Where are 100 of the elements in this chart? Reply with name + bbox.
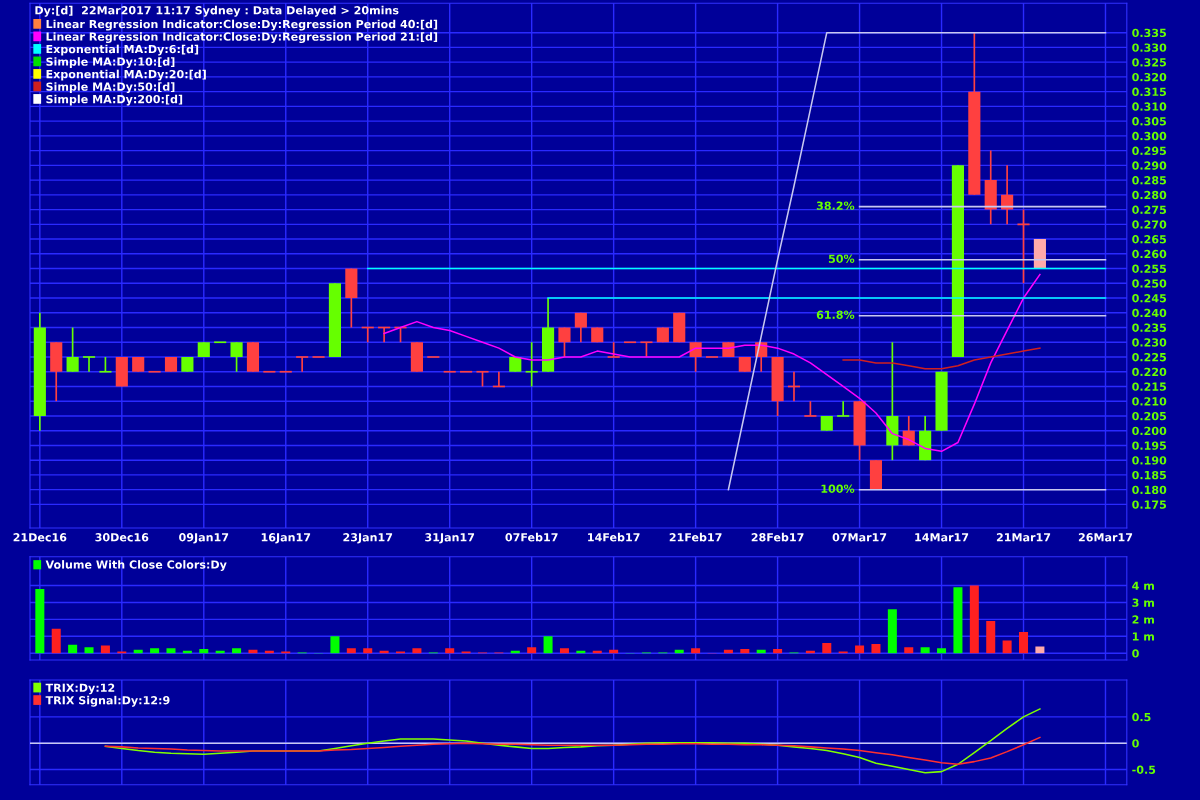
bar	[363, 648, 373, 654]
y-tick-label: 0.300	[1132, 131, 1167, 141]
legend-label: TRIX Signal:Dy:12:9	[45, 695, 170, 707]
bar	[100, 645, 110, 654]
x-tick-label: 07Feb17	[505, 532, 558, 542]
y-tick-label: 0.235	[1132, 323, 1167, 332]
y-tick-label: 0.270	[1132, 220, 1167, 229]
legend-label: Linear Regression Indicator:Close:Dy:Regression Period 21:[d]	[46, 32, 438, 43]
legend-label: Linear Regression Indicator:Close:Dy:Regression Period 40:[d]	[46, 19, 438, 31]
bar	[330, 636, 340, 654]
y-tick-label: 0.285	[1132, 176, 1167, 185]
y-tick-label: 2 m	[1132, 615, 1154, 624]
y-tick-label: 0.200	[1132, 426, 1167, 436]
x-tick-label: 21Dec16	[13, 533, 67, 542]
bar	[822, 643, 832, 654]
y-tick-label: 0	[1132, 739, 1139, 748]
y-tick-label: 0.320	[1132, 72, 1167, 82]
y-tick-label: 0.250	[1132, 279, 1167, 288]
bar	[412, 648, 422, 654]
x-tick-label: 30Dec16	[95, 533, 149, 542]
bar	[84, 647, 94, 654]
x-tick-label: 31Jan17	[425, 533, 475, 544]
legend-label: Simple MA:Dy:10:[d]	[46, 57, 175, 69]
bar	[150, 648, 160, 654]
candlestick	[558, 326, 571, 358]
candlestick	[524, 341, 539, 388]
y-tick-label: 0.180	[1132, 485, 1167, 495]
x-tick-label: 21Mar17	[996, 533, 1051, 542]
bar	[346, 648, 356, 654]
bar	[740, 649, 750, 654]
bar	[543, 636, 553, 654]
candlestick	[1001, 164, 1014, 226]
bar	[232, 648, 242, 654]
bar	[68, 644, 78, 654]
legend-label: Volume With Close Colors:Dy	[45, 560, 227, 571]
bar	[904, 647, 914, 654]
candlestick	[1016, 208, 1031, 285]
y-tick-label: 0	[1132, 649, 1139, 658]
x-tick-label: 07Mar17	[832, 533, 887, 542]
y-tick-label: 0.305	[1132, 117, 1167, 126]
y-tick-label: 0.205	[1132, 411, 1167, 421]
candlestick	[66, 326, 79, 373]
bar	[166, 648, 176, 654]
bar	[920, 647, 930, 654]
bar	[445, 648, 455, 654]
legend-label: Simple MA:Dy:50:[d]	[46, 82, 175, 94]
x-tick-label: 16Jan17	[261, 533, 311, 544]
y-tick-label: 3 m	[1132, 598, 1154, 607]
bar	[35, 588, 45, 654]
x-tick-label: 23Jan17	[343, 533, 393, 544]
bar	[1019, 632, 1029, 654]
line-series	[727, 31, 1107, 491]
annotation: 38.2%	[816, 201, 855, 210]
bar	[953, 587, 963, 654]
y-tick-label: 0.220	[1132, 367, 1167, 377]
y-tick-label: 0.310	[1132, 102, 1167, 111]
bar	[51, 628, 61, 654]
y-tick-label: 0.280	[1132, 190, 1167, 200]
y-tick-label: 0.5	[1132, 712, 1151, 722]
bar	[855, 645, 865, 654]
x-tick-label: 21Feb17	[669, 532, 722, 542]
y-tick-label: 0.275	[1132, 205, 1167, 214]
legend-label: Exponential MA:Dy:20:[d]	[46, 69, 206, 81]
bar	[559, 648, 569, 654]
legend-label: Exponential MA:Dy:6:[d]	[46, 44, 199, 56]
line-series	[383, 273, 1041, 453]
legend-label: Simple MA:Dy:200:[d]	[46, 94, 183, 106]
bar	[969, 585, 979, 654]
y-tick-label: 0.195	[1132, 441, 1167, 450]
bar	[937, 648, 947, 654]
y-tick-label: 0.185	[1132, 470, 1167, 480]
y-tick-label: 4 m	[1132, 581, 1154, 590]
chart-title: Dy:[d] 22Mar2017 11:17 Sydney : Data Delayed > 20mins	[35, 5, 399, 17]
candlestick	[82, 356, 96, 373]
annotation: 50%	[828, 254, 855, 263]
legend-label: TRIX:Dy:12	[45, 683, 115, 695]
annotation: 61.8%	[816, 310, 855, 319]
x-tick-label: 09Jan17	[179, 533, 229, 544]
y-tick-label: 0.295	[1132, 146, 1167, 155]
y-tick-label: 0.325	[1132, 58, 1167, 67]
bar	[1035, 646, 1045, 654]
y-tick-label: 0.335	[1132, 28, 1167, 38]
bar	[773, 649, 783, 654]
y-tick-label: 0.210	[1132, 397, 1167, 406]
y-tick-label: 0.315	[1132, 87, 1167, 97]
line-series	[842, 347, 1041, 370]
bar	[887, 609, 897, 654]
line-series	[104, 736, 1041, 766]
candlestick	[295, 356, 310, 373]
x-tick-label: 14Mar17	[915, 533, 969, 542]
bar	[986, 621, 996, 654]
y-tick-label: 0.240	[1132, 308, 1167, 318]
y-tick-label: 0.290	[1132, 161, 1167, 170]
candlestick	[836, 400, 851, 417]
bar	[199, 649, 209, 654]
candlestick	[574, 311, 587, 344]
x-tick-label: 28Feb17	[751, 532, 804, 542]
y-tick-label: 0.175	[1132, 500, 1167, 509]
y-tick-label: 1 m	[1132, 632, 1154, 641]
y-tick-label: 0.330	[1132, 43, 1167, 52]
